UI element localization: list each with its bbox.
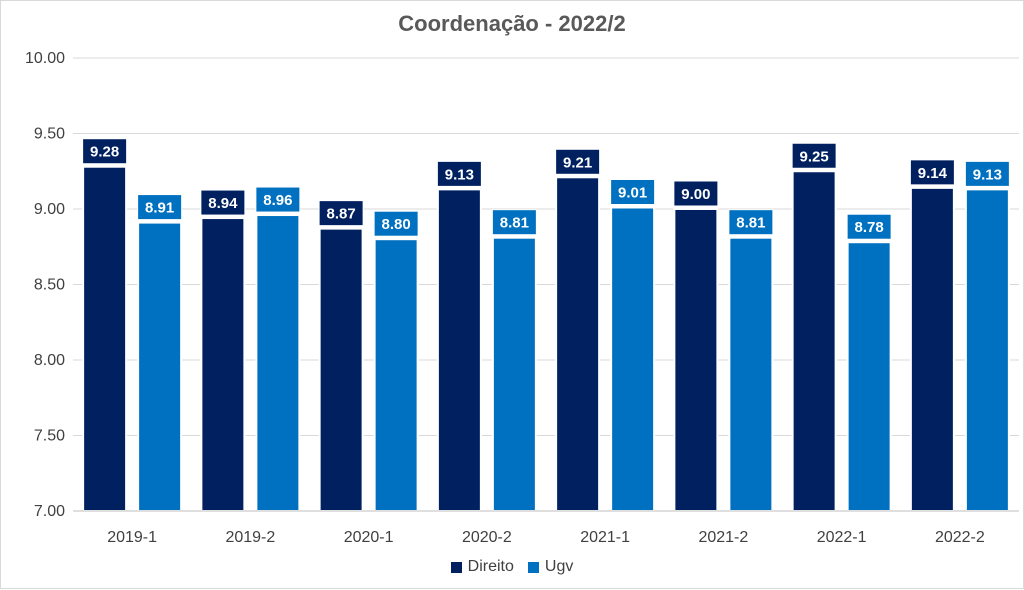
data-label: 9.13 [973,166,1002,183]
bar-ugv [610,206,656,513]
data-label-box [373,210,419,237]
bar-direito [200,217,246,512]
x-tick-label: 2019-1 [107,529,157,546]
bar-ugv [964,188,1010,512]
x-tick-label: 2021-1 [580,529,630,546]
x-tick-label: 2020-1 [344,529,394,546]
y-tick-label: 7.50 [34,428,65,445]
data-label: 8.94 [208,195,238,212]
y-tick-label: 8.00 [34,352,65,369]
legend-item-ugv: Ugv [527,558,574,576]
bar-direito [909,186,955,513]
data-label-box [318,200,364,227]
data-label: 9.25 [800,148,829,165]
chart-title: Coordenação - 2022/2 [398,11,626,36]
y-tick-label: 7.00 [34,503,65,520]
bar-ugv [137,221,183,512]
legend: Direito Ugv [1,558,1023,576]
data-label-box [791,142,837,169]
data-label-box [610,178,656,205]
bar-ugv [728,236,774,512]
bar-direito [436,188,482,512]
x-tick-label: 2019-2 [225,529,275,546]
bar-direito [791,170,837,512]
data-label-box [964,160,1010,187]
data-label: 9.21 [563,154,592,171]
legend-swatch-ugv [527,561,539,573]
y-tick-label: 8.50 [34,277,65,294]
bar-ugv [846,241,892,512]
x-tick-label: 2022-2 [935,529,985,546]
bar-direito [318,227,364,512]
y-tick-label: 9.00 [34,201,65,218]
data-label: 8.91 [145,200,174,217]
bar-direito [673,208,719,512]
data-label-box [846,213,892,240]
data-label: 9.13 [445,166,474,183]
data-label: 8.80 [382,216,411,233]
y-tick-label: 9.50 [34,126,65,143]
data-label-box [255,186,301,213]
data-label-box [436,160,482,187]
legend-swatch-direito [450,561,462,573]
data-label: 9.00 [681,186,710,203]
data-label-box [555,148,601,175]
data-label-box [728,209,774,236]
data-label: 9.01 [618,184,647,201]
data-label-box [200,189,246,216]
data-label: 9.14 [918,165,948,182]
data-label-box [673,180,719,207]
data-label-box [82,138,128,165]
bar-ugv [255,214,301,512]
data-label: 8.81 [736,215,765,232]
data-label: 8.78 [855,219,884,236]
bar-direito [555,176,601,512]
bar-ugv [491,236,537,512]
data-label: 8.81 [500,215,529,232]
x-tick-label: 2022-1 [817,529,867,546]
bar-ugv [373,238,419,512]
legend-label-ugv: Ugv [544,558,574,575]
legend-label-direito: Direito [467,558,514,575]
data-label: 8.87 [327,206,356,223]
data-label-box [909,159,955,186]
x-tick-label: 2020-2 [462,529,512,546]
data-label-box [137,194,183,221]
data-label-box [491,209,537,236]
x-tick-label: 2021-2 [698,529,748,546]
data-label: 9.28 [90,144,119,161]
bar-direito [82,165,128,512]
legend-item-direito: Direito [450,558,514,576]
data-label: 8.96 [263,192,292,209]
y-tick-label: 10.00 [25,50,65,67]
